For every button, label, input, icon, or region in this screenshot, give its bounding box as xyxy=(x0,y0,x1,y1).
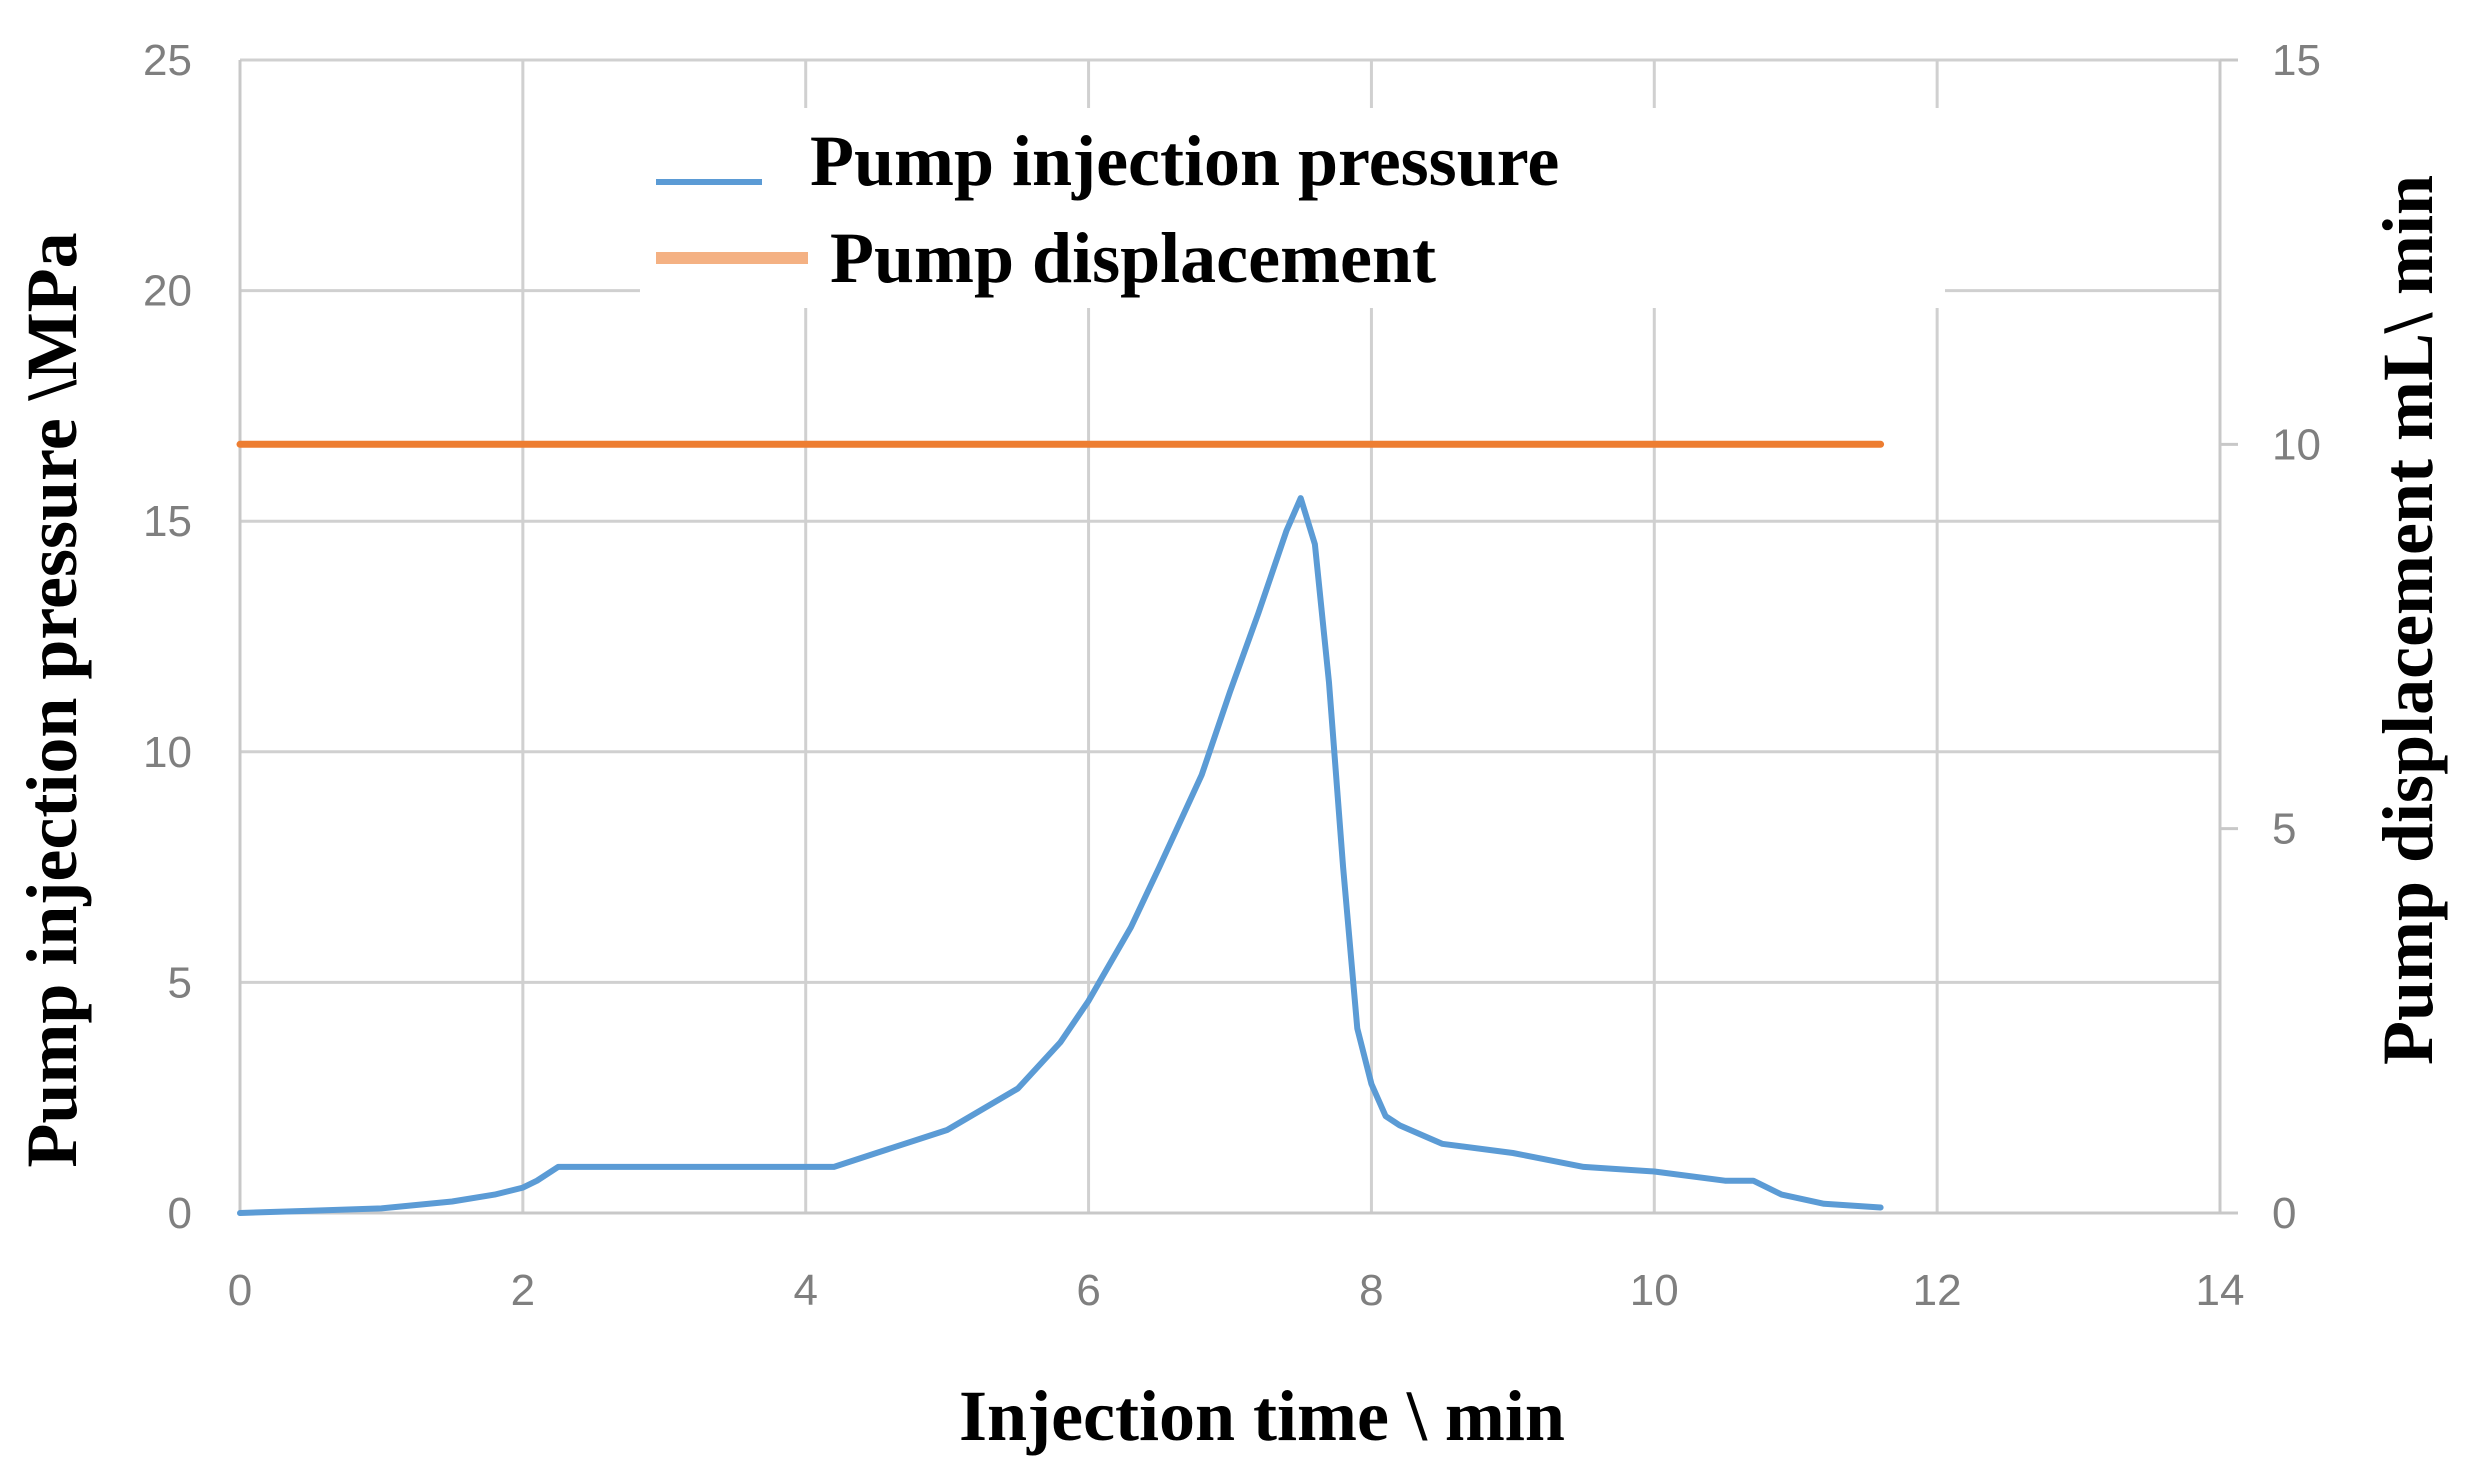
legend-label-pump-injection-pressure: Pump injection pressure xyxy=(810,121,1559,201)
x-tick-label: 14 xyxy=(2196,1266,2245,1315)
y-left-tick-label: 0 xyxy=(168,1189,192,1238)
y-left-tick-label: 10 xyxy=(143,728,192,777)
series-line-pump-injection-pressure xyxy=(237,495,1884,1216)
y-right-tick-label: 0 xyxy=(2272,1189,2296,1238)
x-tick-label: 10 xyxy=(1630,1266,1679,1315)
y-axis-left-title: Pump injection pressure \MPa xyxy=(12,232,92,1167)
y-left-tick-label: 5 xyxy=(168,958,192,1007)
axes: 0 5 10 15 20 25 0 2 4 6 8 10 12 14 0 5 10 15 xyxy=(143,36,2321,1315)
series-layer xyxy=(236,440,1885,1216)
y-axis-right-title: Pump displacement mL\ min xyxy=(2368,175,2448,1065)
y-left-tick-label: 25 xyxy=(143,36,192,85)
y-left-tick-label: 15 xyxy=(143,497,192,546)
y-right-tick-label: 5 xyxy=(2272,805,2296,854)
legend-box xyxy=(640,108,1945,308)
x-tick-label: 12 xyxy=(1913,1266,1962,1315)
x-axis-title: Injection time \ min xyxy=(959,1376,1565,1456)
y-right-tick-label: 10 xyxy=(2272,420,2321,469)
x-tick-label: 0 xyxy=(228,1266,252,1315)
x-tick-label: 4 xyxy=(793,1266,817,1315)
legend-label-pump-displacement: Pump displacement xyxy=(830,218,1436,298)
x-tick-label: 6 xyxy=(1076,1266,1100,1315)
y-right-tick-label: 15 xyxy=(2272,36,2321,85)
x-tick-label: 8 xyxy=(1359,1266,1383,1315)
y-left-tick-label: 20 xyxy=(143,267,192,316)
x-tick-label: 2 xyxy=(511,1266,535,1315)
